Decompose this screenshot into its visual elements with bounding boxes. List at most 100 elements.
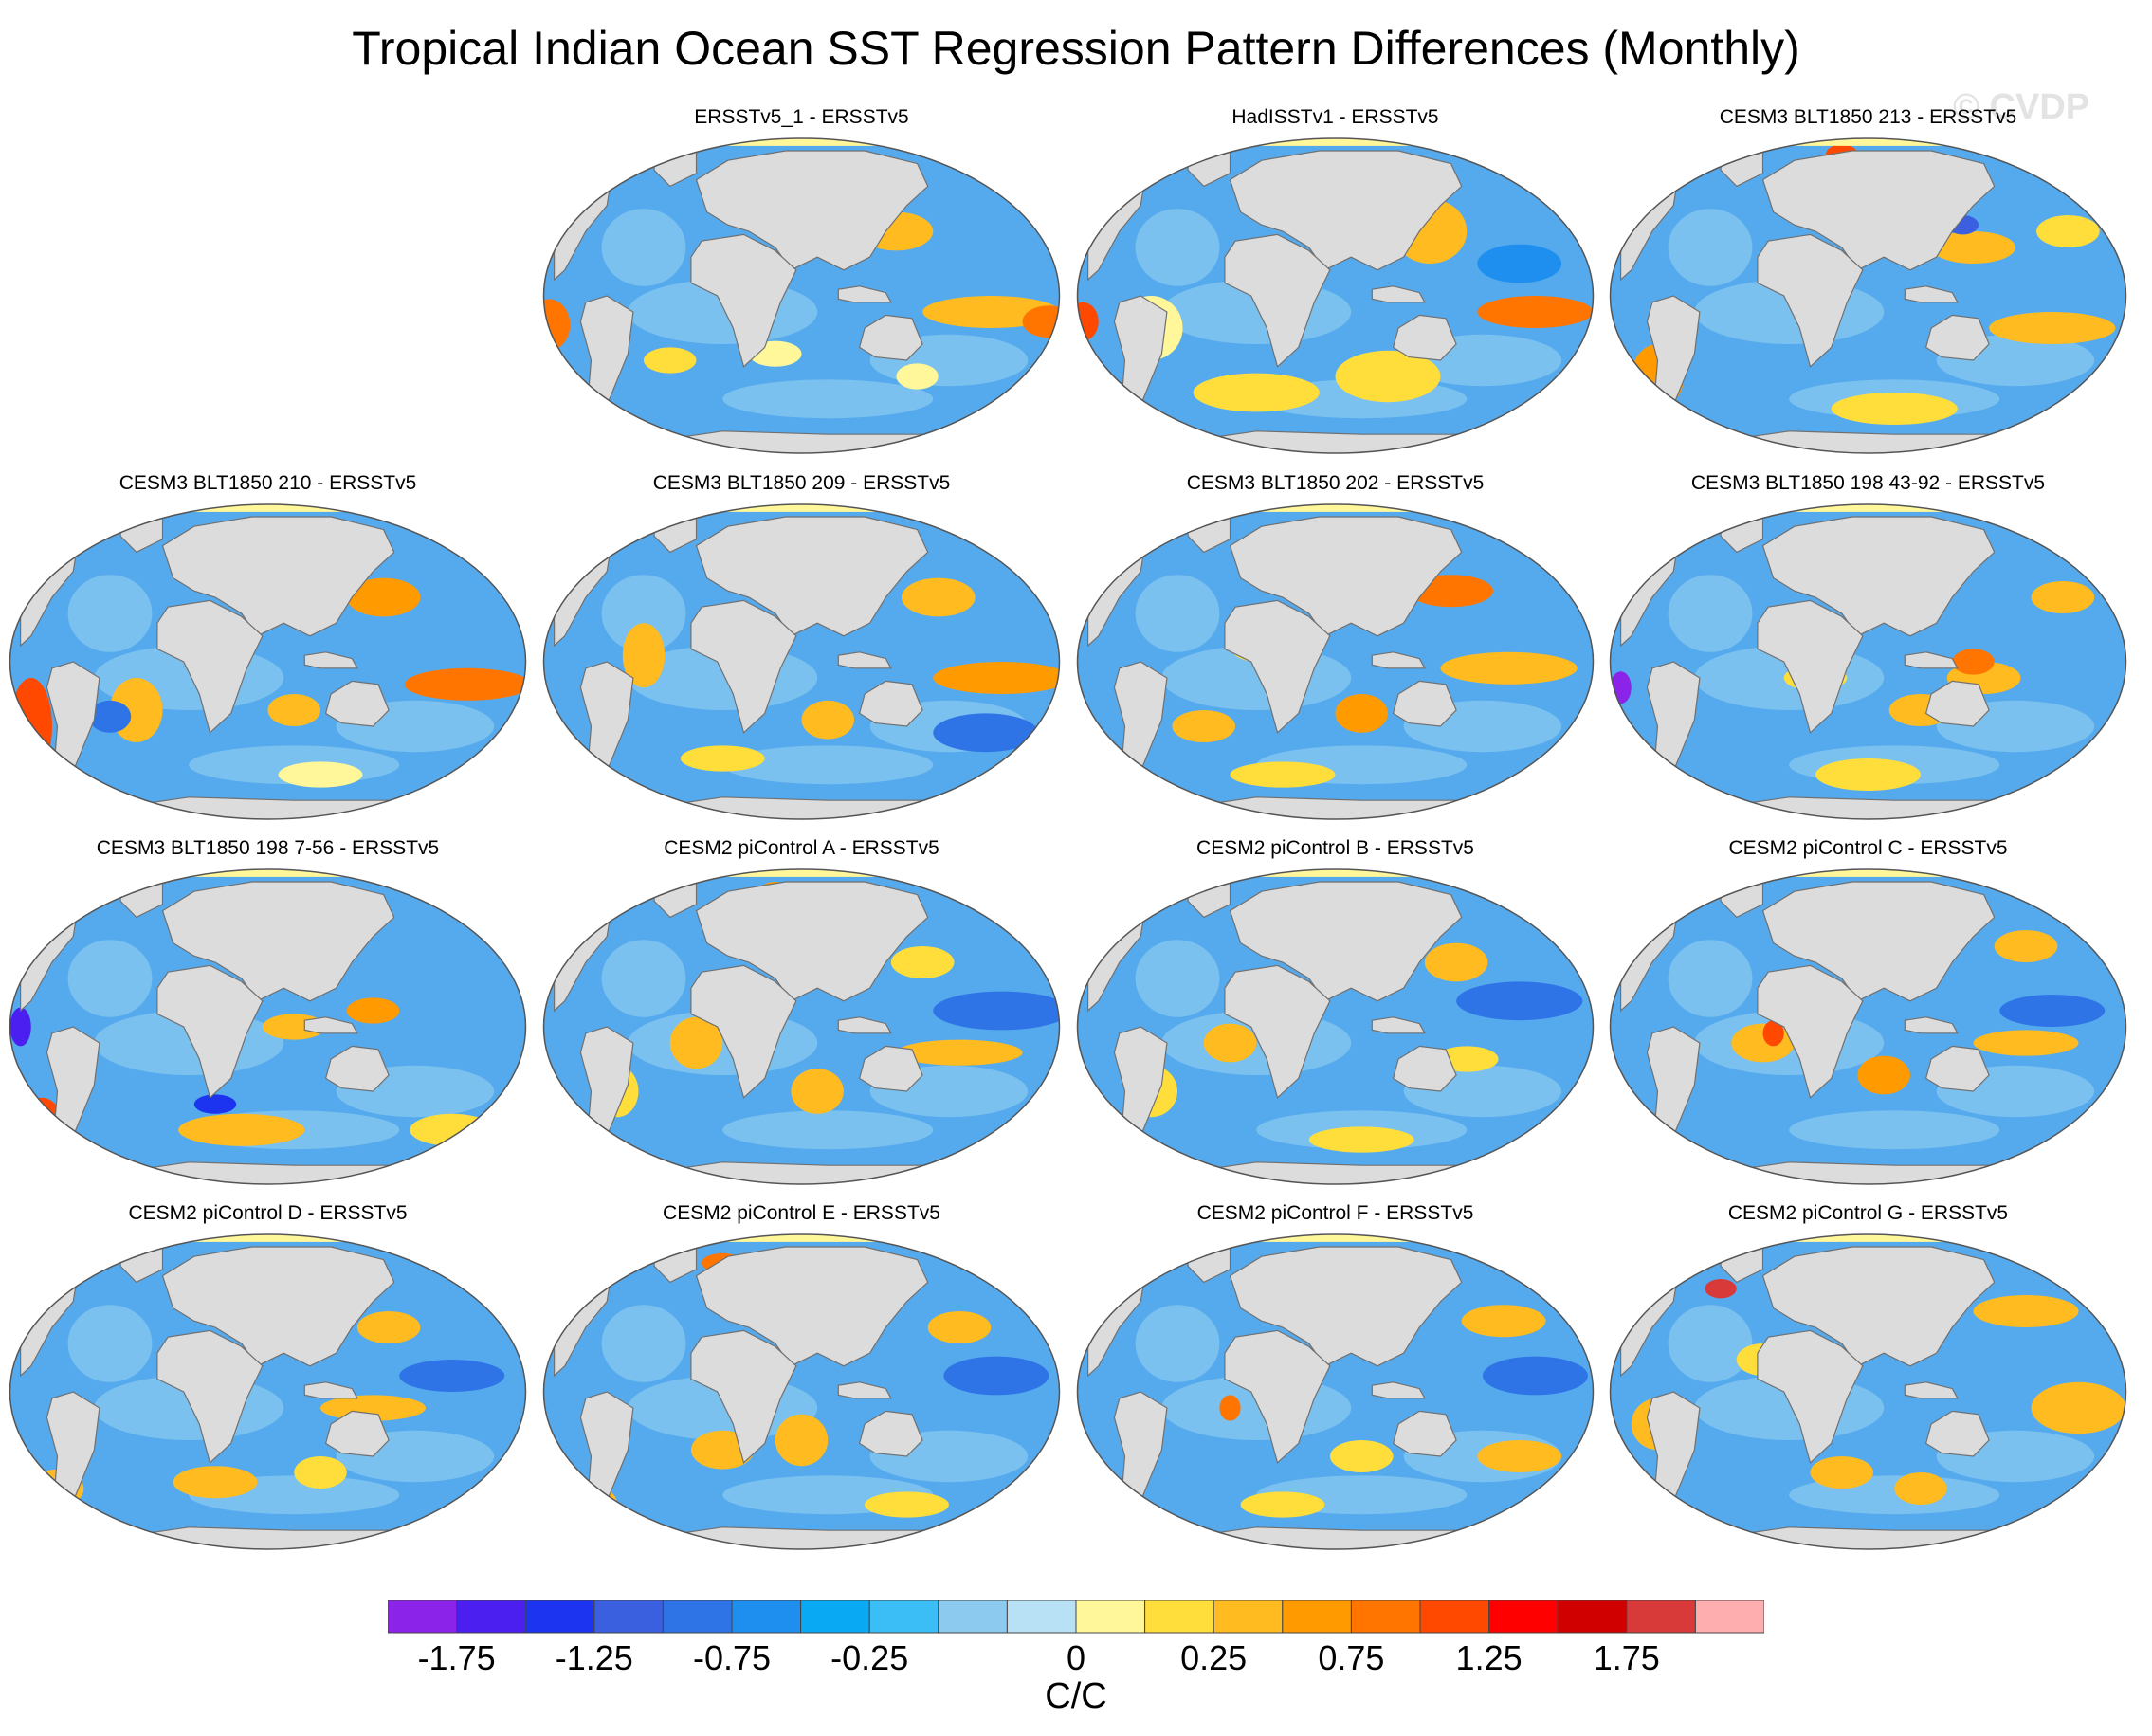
anomaly-patch: [601, 575, 686, 652]
panel-title: CESM3 BLT1850 198 43-92 - ERSSTv5: [1690, 472, 2046, 494]
colorbar: [388, 1600, 1764, 1634]
land-indonesia: [1371, 651, 1426, 669]
anomaly-patch: [1477, 244, 1562, 283]
map-panel: HadISSTv1 - ERSSTv5: [1072, 106, 1598, 457]
panel-title: HadISSTv1 - ERSSTv5: [1231, 106, 1439, 128]
land-australia: [324, 680, 390, 727]
anomaly-patch: [933, 713, 1039, 753]
anomaly-patch: [67, 940, 153, 1017]
land-africa: [1224, 1329, 1331, 1464]
map-panel: CESM2 piControl E - ERSSTv5: [538, 1202, 1065, 1553]
colorbar-tick-label: -1.25: [555, 1638, 633, 1677]
colorbar-tick-label: 1.25: [1455, 1638, 1523, 1677]
land-australia: [1924, 314, 1990, 361]
watermark: © CVDP: [1953, 87, 2090, 127]
anomaly-patch: [1894, 1472, 1947, 1505]
land-africa: [156, 599, 264, 734]
panel-title: CESM2 piControl D - ERSSTv5: [128, 1202, 408, 1224]
colorbar-tick-label: 0.25: [1180, 1638, 1248, 1677]
anomaly-patch: [1999, 995, 2106, 1027]
map-border: [1076, 503, 1595, 820]
colorbar-swatch: [1694, 1600, 1764, 1634]
land-australia: [1392, 314, 1457, 361]
anomaly-patch: [1424, 942, 1488, 982]
land-africa: [690, 599, 797, 734]
land-indonesia: [1371, 285, 1426, 303]
map-border: [542, 1233, 1061, 1550]
anomaly-patch: [1135, 209, 1220, 286]
arctic-band: [1610, 138, 2126, 146]
colorbar-swatch: [1626, 1600, 1696, 1634]
anomaly-patch: [927, 1311, 992, 1343]
panel-title: CESM2 piControl A - ERSSTv5: [664, 837, 939, 859]
map-border: [542, 137, 1061, 454]
land-australia: [1924, 1045, 1990, 1092]
land-indonesia: [303, 651, 358, 669]
land-indonesia: [303, 1381, 358, 1399]
arctic-band: [1610, 1234, 2126, 1242]
anomaly-patch: [278, 761, 363, 788]
land-australia: [858, 314, 923, 361]
anomaly-patch: [1668, 575, 1753, 652]
anomaly-patch: [1994, 930, 2058, 962]
land-africa: [1757, 233, 1864, 368]
anomaly-patch: [901, 577, 976, 617]
anomaly-patch: [404, 667, 526, 701]
land-indonesia: [303, 1016, 358, 1034]
land-indonesia: [1904, 285, 1959, 303]
land-indonesia: [837, 1016, 892, 1034]
land-africa: [690, 964, 797, 1099]
land-eurasia: [695, 150, 929, 271]
page-title: Tropical Indian Ocean SST Regression Pat…: [352, 22, 1800, 75]
land-africa: [1224, 964, 1331, 1099]
land-australia: [1924, 1410, 1990, 1457]
anomaly-patch: [1135, 575, 1220, 652]
land-eurasia: [1229, 881, 1463, 1002]
anomaly-patch: [680, 745, 765, 772]
map-panel: CESM3 BLT1850 202 - ERSSTv5: [1072, 472, 1598, 823]
panel-title: CESM2 piControl E - ERSSTv5: [663, 1202, 940, 1224]
arctic-band: [543, 504, 1060, 512]
colorbar-swatch: [524, 1600, 595, 1634]
land-africa: [156, 1329, 264, 1464]
land-africa: [156, 964, 264, 1099]
panel-title: CESM3 BLT1850 202 - ERSSTv5: [1186, 472, 1485, 494]
colorbar-swatch: [731, 1600, 802, 1634]
anomaly-patch: [9, 1007, 31, 1047]
anomaly-patch: [2031, 1381, 2126, 1434]
anomaly-patch: [543, 299, 571, 351]
colorbar-tick-label: -1.75: [417, 1638, 496, 1677]
world-map: [9, 868, 527, 1185]
world-map: [1609, 503, 2127, 820]
anomaly-patch: [1477, 1440, 1562, 1472]
anomaly-patch: [1668, 209, 1753, 286]
map-panel: CESM2 piControl C - ERSSTv5: [1605, 837, 2131, 1188]
world-map: [1076, 1233, 1595, 1550]
panel-title: CESM3 BLT1850 210 - ERSSTv5: [119, 472, 417, 494]
panel-title: CESM3 BLT1850 209 - ERSSTv5: [652, 472, 951, 494]
arctic-band: [1610, 504, 2126, 512]
world-map: [1609, 868, 2127, 1185]
panel-title: CESM2 piControl F - ERSSTv5: [1196, 1202, 1474, 1224]
panel-title: CESM2 piControl B - ERSSTv5: [1196, 837, 1474, 859]
anomaly-patch: [1668, 1305, 1753, 1382]
map-border: [1609, 137, 2127, 454]
world-map: [1076, 503, 1595, 820]
world-map: [9, 1233, 527, 1550]
land-indonesia: [837, 285, 892, 303]
anomaly-patch: [865, 1491, 949, 1518]
land-australia: [1392, 1410, 1457, 1457]
map-panel: CESM2 piControl F - ERSSTv5: [1072, 1202, 1598, 1553]
arctic-band: [1077, 1234, 1594, 1242]
land-eurasia: [1229, 150, 1463, 271]
anomaly-patch: [346, 997, 400, 1024]
colorbar-swatch: [662, 1600, 733, 1634]
anomaly-patch: [1831, 393, 1958, 425]
colorbar-swatch: [1144, 1600, 1214, 1634]
anomaly-patch: [294, 1456, 347, 1489]
anomaly-patch: [1440, 651, 1578, 685]
anomaly-patch: [1789, 1110, 2000, 1150]
arctic-band: [543, 138, 1060, 146]
anomaly-patch: [1973, 1030, 2079, 1056]
anomaly-patch: [2031, 581, 2095, 613]
